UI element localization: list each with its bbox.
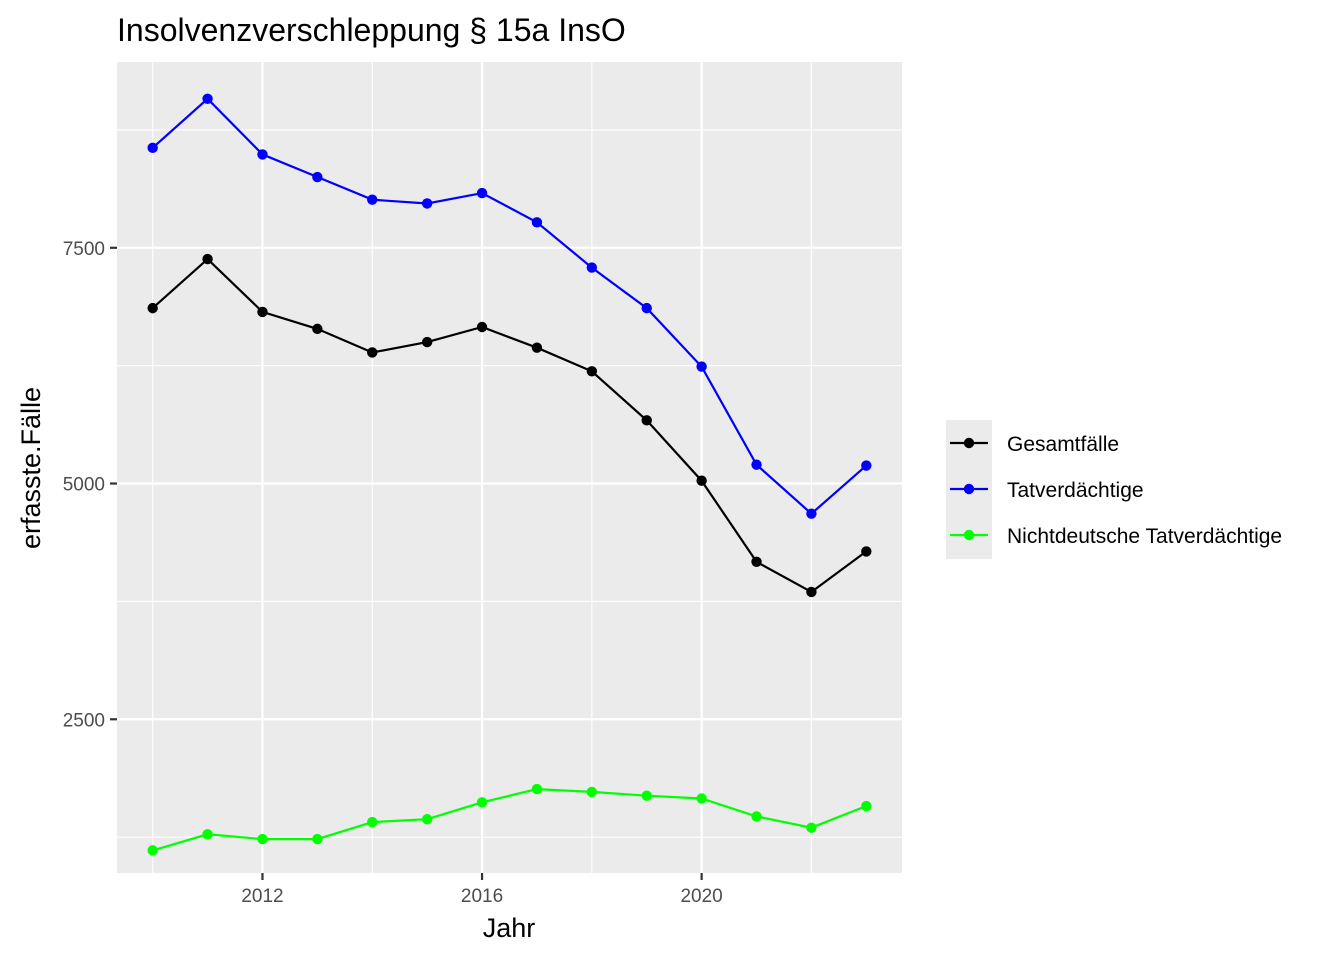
- data-point: [202, 93, 213, 104]
- legend-marker: [963, 483, 975, 495]
- legend-marker: [963, 437, 975, 449]
- y-tick-label: 7500: [63, 239, 105, 260]
- data-point: [257, 306, 268, 318]
- data-point: [476, 797, 488, 808]
- data-point: [421, 814, 433, 825]
- data-point: [367, 194, 378, 205]
- data-point: [806, 822, 817, 833]
- chart-title: Insolvenzverschleppung § 15a InsO: [117, 12, 626, 48]
- data-point: [421, 336, 433, 348]
- legend-marker: [963, 529, 975, 541]
- data-point: [531, 342, 543, 353]
- data-point: [312, 323, 323, 335]
- data-point: [476, 187, 488, 199]
- legend-label: Tatverdächtige: [1007, 479, 1144, 502]
- data-point: [312, 171, 323, 183]
- data-point: [806, 586, 817, 598]
- data-point: [696, 361, 707, 372]
- legend-label: Nichtdeutsche Tatverdächtige: [1007, 525, 1282, 548]
- data-point: [476, 321, 488, 333]
- data-point: [202, 253, 213, 265]
- data-point: [751, 811, 762, 822]
- data-point: [421, 198, 433, 209]
- data-point: [861, 460, 872, 471]
- data-point: [641, 302, 652, 314]
- data-point: [147, 845, 158, 856]
- data-point: [147, 302, 158, 314]
- x-tick-label: 2020: [680, 886, 722, 907]
- grid-lines: [117, 62, 902, 873]
- data-point: [861, 546, 872, 557]
- data-point: [586, 262, 598, 273]
- y-tick-label: 5000: [63, 475, 105, 496]
- y-tick-label: 2500: [63, 710, 105, 731]
- data-series: [147, 93, 872, 856]
- data-point: [641, 790, 652, 801]
- data-point: [147, 142, 158, 154]
- data-point: [257, 149, 268, 160]
- data-point: [586, 786, 598, 798]
- data-point: [806, 508, 817, 519]
- series-line-3: [152, 787, 867, 852]
- data-point: [586, 366, 598, 377]
- series-line-2: [151, 97, 868, 516]
- data-point: [641, 415, 652, 426]
- data-point: [861, 800, 872, 812]
- data-point: [202, 829, 213, 840]
- plot-panel: [117, 62, 902, 873]
- data-point: [751, 556, 762, 568]
- data-point: [367, 816, 378, 828]
- series-line-1: [151, 257, 867, 594]
- data-point: [696, 793, 707, 804]
- data-point: [257, 833, 268, 845]
- data-point: [312, 833, 323, 845]
- data-point: [531, 783, 543, 795]
- legend-label: Gesamtfälle: [1007, 433, 1119, 456]
- x-tick-label: 2012: [241, 886, 283, 907]
- y-axis-title: erfasste.Fälle: [16, 387, 46, 549]
- x-axis-title: Jahr: [483, 913, 536, 943]
- x-tick-label: 2016: [461, 886, 503, 907]
- axes: 2012 2016 2020 2500 5000 7500: [63, 239, 723, 907]
- data-point: [531, 217, 543, 228]
- legend: Gesamtfälle Tatverdächtige Nichtdeutsche T…: [946, 420, 1282, 559]
- data-point: [367, 347, 378, 358]
- data-point: [751, 459, 762, 470]
- data-point: [696, 475, 707, 486]
